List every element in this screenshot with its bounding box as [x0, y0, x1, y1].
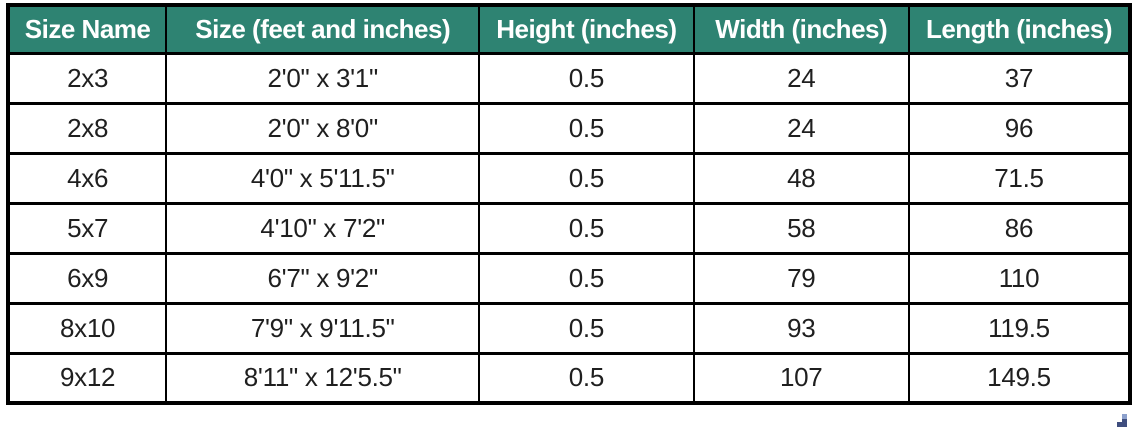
cell-length: 37: [907, 51, 1132, 105]
table-row: 6x9 6'7" x 9'2" 0.5 79 110: [6, 251, 1132, 305]
cell-height: 0.5: [478, 151, 695, 205]
cell-width: 79: [692, 251, 910, 305]
rug-size-table: Size Name Size (feet and inches) Height …: [6, 3, 1132, 405]
cell-length: 86: [907, 201, 1132, 255]
table-row: 2x3 2'0" x 3'1" 0.5 24 37: [6, 51, 1132, 105]
cell-width: 24: [692, 101, 910, 155]
column-header-height: Height (inches): [478, 3, 695, 55]
cell-width: 24: [692, 51, 910, 105]
cell-size-ftin: 2'0" x 3'1": [165, 51, 481, 105]
cell-length: 96: [907, 101, 1132, 155]
cell-length: 149.5: [907, 351, 1132, 405]
cell-size-ftin: 7'9" x 9'11.5": [165, 301, 481, 355]
cell-size-name: 8x10: [6, 301, 168, 355]
table-row: 9x12 8'11" x 12'5.5" 0.5 107 149.5: [6, 351, 1132, 405]
cell-width: 93: [692, 301, 910, 355]
cell-height: 0.5: [478, 201, 695, 255]
table-resize-handle-icon[interactable]: [1114, 414, 1127, 427]
cell-size-ftin: 4'10" x 7'2": [165, 201, 481, 255]
cell-size-name: 5x7: [6, 201, 168, 255]
column-header-size-name: Size Name: [6, 3, 168, 55]
column-header-size-ftin: Size (feet and inches): [165, 3, 481, 55]
cell-height: 0.5: [478, 351, 695, 405]
cell-width: 107: [692, 351, 910, 405]
cell-length: 71.5: [907, 151, 1132, 205]
cell-length: 110: [907, 251, 1132, 305]
cell-length: 119.5: [907, 301, 1132, 355]
cell-size-ftin: 4'0" x 5'11.5": [165, 151, 481, 205]
column-header-length: Length (inches): [907, 3, 1132, 55]
table-row: 4x6 4'0" x 5'11.5" 0.5 48 71.5: [6, 151, 1132, 205]
cell-size-ftin: 6'7" x 9'2": [165, 251, 481, 305]
column-header-width: Width (inches): [692, 3, 910, 55]
cell-height: 0.5: [478, 251, 695, 305]
cell-height: 0.5: [478, 301, 695, 355]
cell-size-name: 9x12: [6, 351, 168, 405]
cell-width: 58: [692, 201, 910, 255]
header-row: Size Name Size (feet and inches) Height …: [6, 3, 1132, 55]
cell-width: 48: [692, 151, 910, 205]
cell-size-ftin: 2'0" x 8'0": [165, 101, 481, 155]
cell-size-name: 6x9: [6, 251, 168, 305]
cell-size-name: 2x8: [6, 101, 168, 155]
cell-size-ftin: 8'11" x 12'5.5": [165, 351, 481, 405]
cell-height: 0.5: [478, 101, 695, 155]
table-row: 5x7 4'10" x 7'2" 0.5 58 86: [6, 201, 1132, 255]
cell-size-name: 2x3: [6, 51, 168, 105]
cell-height: 0.5: [478, 51, 695, 105]
table-row: 8x10 7'9" x 9'11.5" 0.5 93 119.5: [6, 301, 1132, 355]
table-row: 2x8 2'0" x 8'0" 0.5 24 96: [6, 101, 1132, 155]
cell-size-name: 4x6: [6, 151, 168, 205]
